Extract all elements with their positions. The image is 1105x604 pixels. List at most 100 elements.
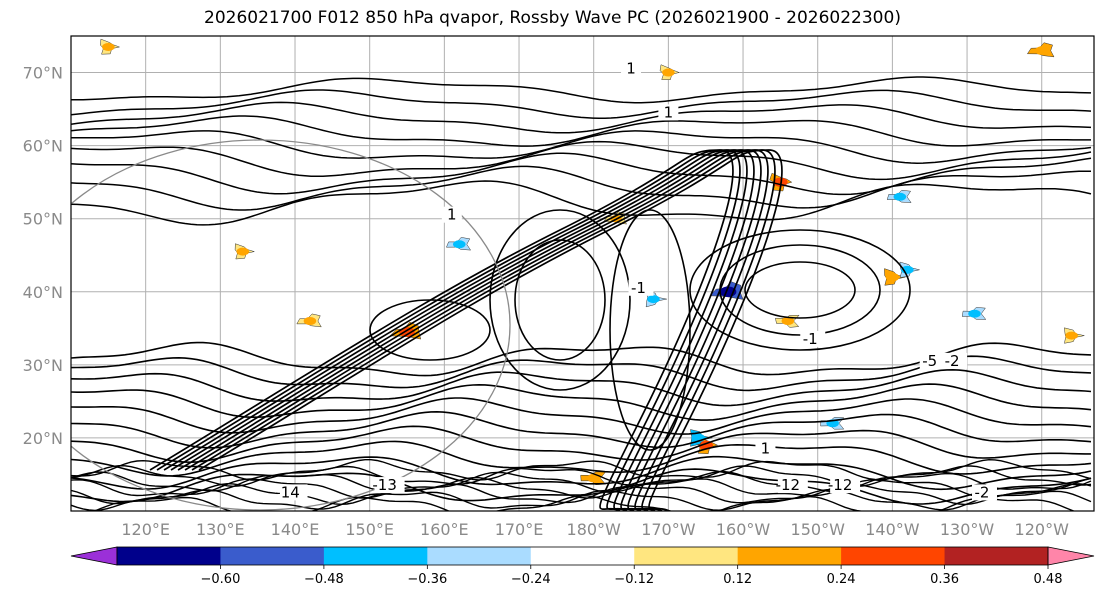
colorbar-segment [944, 547, 1049, 565]
colorbar-tick-label: 0.24 [827, 572, 856, 587]
contour-label-bg [621, 60, 642, 77]
contour-label-bg [971, 484, 997, 501]
colorbar-segment [634, 547, 739, 565]
contour-line [71, 470, 1092, 494]
contour-label-bg [919, 352, 945, 369]
colorbar-segment [220, 547, 325, 565]
contour-label-bg [800, 330, 826, 347]
contour-labels: -1 -5 -2 -1 1 -12 -12 -14 -13 1 1 1 -2 [275, 60, 997, 501]
plot-frame [70, 35, 1095, 512]
colorbar-frame [116, 546, 1049, 566]
anomaly-patch [296, 313, 322, 328]
lon-tick-label: 130°E [196, 520, 245, 539]
chart-title: 2026021700 F012 850 hPa qvapor, Rossby W… [204, 8, 901, 28]
lon-tick-label: 180°W [567, 520, 622, 539]
contour-label-bg [830, 477, 861, 494]
plot-area [71, 36, 1094, 511]
colorbar-tick-label: −0.24 [511, 572, 551, 587]
colorbar-segment [737, 547, 842, 565]
closed-contour [489, 209, 631, 391]
contour-label-bg [277, 484, 308, 501]
lat-tick-label: 60°N [23, 137, 63, 156]
contour-line [71, 180, 1092, 226]
closed-contour [514, 239, 606, 361]
colorbar-tick-label: −0.36 [407, 572, 447, 587]
projection-circle [71, 139, 511, 511]
contour-line [71, 482, 1092, 506]
lon-tick-label: 150°E [345, 520, 394, 539]
anomaly-patch [659, 64, 680, 80]
contour-label: -13 [372, 476, 397, 494]
longitude-labels: 120°E 130°E 140°E 150°E 160°E 170°E 180°W 170°W… [121, 520, 1069, 539]
gridlines [71, 36, 1094, 511]
colorbar-tick-label: 0.48 [1034, 572, 1063, 587]
anomaly-patch [100, 38, 121, 55]
colorbar-segment [530, 547, 635, 565]
contours [71, 76, 1092, 511]
contour-label: 1 [664, 103, 674, 121]
contour-label: -1 [631, 279, 646, 297]
contour-line [71, 425, 1091, 464]
colorbar-segment [323, 547, 428, 565]
colorbar-segment [117, 547, 221, 565]
anomaly-patch [884, 268, 906, 286]
contour-label: -5 [922, 352, 937, 370]
contour-line [71, 152, 1092, 196]
contour-label-bg [755, 440, 776, 457]
colorbar-tick-label: −0.60 [201, 572, 241, 587]
lon-tick-label: 140°E [271, 520, 320, 539]
contour-label-bg [658, 104, 679, 121]
contour-line [92, 494, 1076, 511]
contour-label: -1 [803, 330, 818, 348]
colorbar-extend-high [1047, 546, 1095, 566]
lon-tick-label: 120°W [1015, 520, 1070, 539]
contour-label: -2 [945, 352, 960, 370]
colorbar: −0.60 −0.48 −0.36 −0.24 −0.12 0.12 0.24 0.36 0.4… [70, 546, 1095, 587]
colorbar-tick-label: 0.12 [723, 572, 752, 587]
lat-tick-label: 20°N [23, 429, 63, 448]
lon-tick-label: 130°W [940, 520, 995, 539]
anomaly-patch [1026, 42, 1055, 58]
contour-label: -2 [975, 483, 990, 501]
contour-line [71, 468, 1092, 505]
contour-line [71, 130, 1092, 164]
anomaly-patch [886, 189, 912, 203]
contour-label: 1 [626, 60, 636, 78]
lat-tick-label: 30°N [23, 356, 63, 375]
lon-tick-label: 160°W [716, 520, 771, 539]
colorbar-tick-label: −0.12 [614, 572, 654, 587]
closed-contour [609, 209, 691, 451]
contour-label-bg [777, 477, 808, 494]
contour-line [71, 368, 1092, 407]
anomaly-patch [1064, 327, 1085, 344]
contour-label: 1 [761, 440, 771, 458]
contour-line [71, 383, 1092, 421]
contour-label: -14 [275, 483, 300, 501]
contour-label: -12 [828, 476, 853, 494]
contour-line [71, 140, 1092, 181]
contour-line [71, 89, 1092, 120]
colorbar-tick-label: 0.36 [930, 572, 959, 587]
contour-line [71, 477, 1092, 499]
anomaly-patch [961, 307, 987, 320]
lon-tick-label: 120°E [121, 520, 170, 539]
lon-tick-label: 170°W [641, 520, 696, 539]
contour-line [71, 76, 1092, 104]
lat-tick-label: 70°N [23, 64, 63, 83]
closed-contour [744, 261, 856, 319]
contour-label: -12 [776, 476, 801, 494]
colorbar-extend-low [70, 546, 118, 566]
contour-line [71, 440, 1092, 477]
contour-line [71, 458, 1092, 481]
latitude-labels: 70°N 60°N 50°N 40°N 30°N 20°N [23, 64, 63, 448]
lat-tick-label: 50°N [23, 210, 63, 229]
jet-contour [198, 149, 783, 511]
closed-contour [369, 299, 491, 361]
colorbar-tick-label: −0.48 [304, 572, 344, 587]
contour-line [71, 115, 1091, 147]
lat-tick-label: 40°N [23, 283, 63, 302]
contour-label-bg [628, 279, 654, 296]
contour-label: 1 [447, 206, 457, 224]
lon-tick-label: 160°E [420, 520, 469, 539]
lon-tick-label: 140°W [865, 520, 920, 539]
